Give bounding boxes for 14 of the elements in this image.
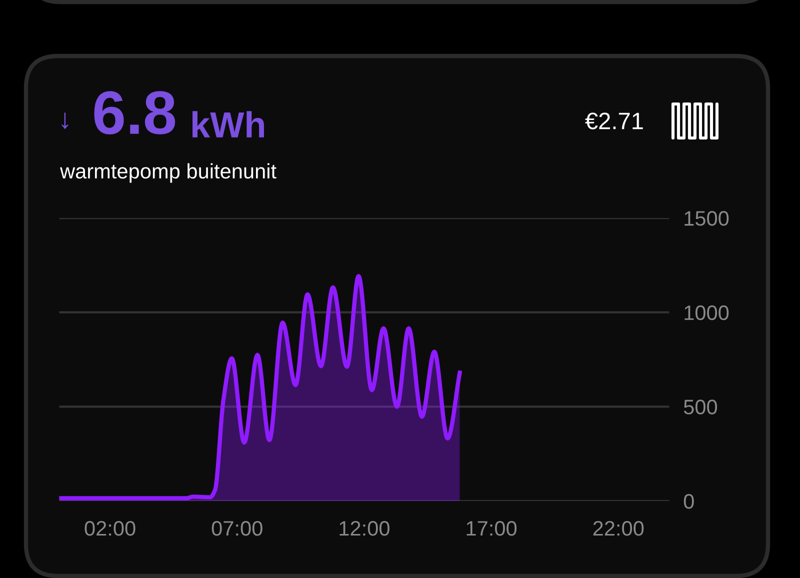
x-tick-label: 22:00 (593, 521, 644, 536)
text: kWh (192, 111, 264, 138)
y-tick-label: 1000 (684, 305, 729, 320)
x-tick-label: 02:00 (84, 521, 136, 536)
chart-title: 6.8 (94, 91, 176, 134)
y-tick-label: 1500 (684, 211, 729, 226)
x-tick-label: 17:00 (466, 521, 517, 536)
x-tick-label: 07:00 (212, 521, 262, 536)
text: ↓ (62, 112, 68, 130)
y-tick-label: 500 (684, 400, 718, 414)
chart-subtitle: warmtepomp buitenunit (60, 163, 276, 183)
y-tick-label: 0 (684, 494, 694, 509)
text: €2.71 (585, 112, 643, 130)
x-tick-label: 12:00 (340, 521, 390, 536)
